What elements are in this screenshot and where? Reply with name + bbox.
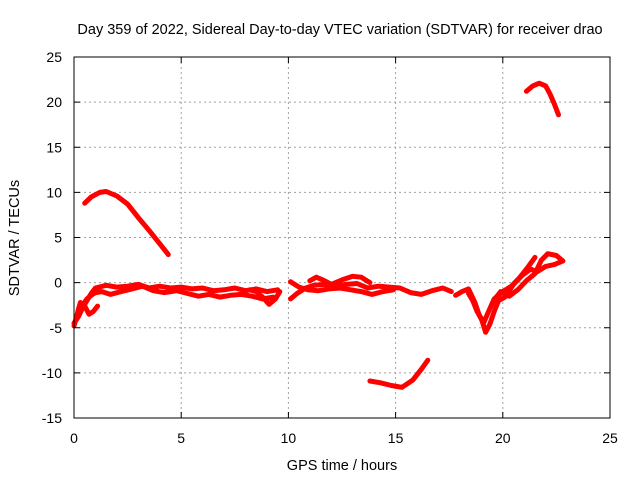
axis-ticks (73, 56, 611, 419)
y-tick-label: 5 (54, 230, 62, 246)
series-arc-5 (247, 287, 283, 307)
series-arc-8 (307, 273, 373, 287)
x-tick-label: 0 (70, 430, 78, 446)
series-arc-12 (491, 251, 566, 303)
series-arc-1 (82, 189, 171, 258)
tick-labels: 0 5 10 15 20 25 -15 -10 -5 0 5 10 15 20 25 (42, 49, 618, 446)
series-arc-11 (466, 258, 566, 335)
x-tick-label: 25 (602, 430, 618, 446)
series-arc-3 (71, 300, 101, 329)
x-tick-label: 5 (177, 430, 185, 446)
y-tick-label: -5 (50, 320, 63, 336)
series-arc-6 (288, 281, 454, 302)
y-tick-label: 15 (46, 139, 62, 155)
y-tick-label: -15 (42, 410, 62, 426)
series-arc-7 (288, 279, 396, 297)
x-axis-title: GPS time / hours (287, 458, 397, 474)
series-arc-9 (367, 357, 431, 390)
x-tick-label: 20 (495, 430, 511, 446)
chart-title: Day 359 of 2022, Sidereal Day-to-day VTE… (77, 22, 602, 38)
y-axis-title: SDTVAR / TECUs (7, 180, 23, 296)
series-layer (71, 80, 566, 390)
x-tick-label: 10 (281, 430, 297, 446)
x-tick-label: 15 (388, 430, 404, 446)
grid-lines (74, 57, 610, 418)
series-arc-4 (80, 283, 276, 308)
y-tick-label: 10 (46, 184, 62, 200)
y-tick-label: 25 (46, 49, 62, 65)
series-arc-13 (523, 80, 561, 118)
y-tick-label: 0 (54, 275, 62, 291)
y-tick-label: -10 (42, 365, 62, 381)
y-tick-label: 20 (46, 94, 62, 110)
